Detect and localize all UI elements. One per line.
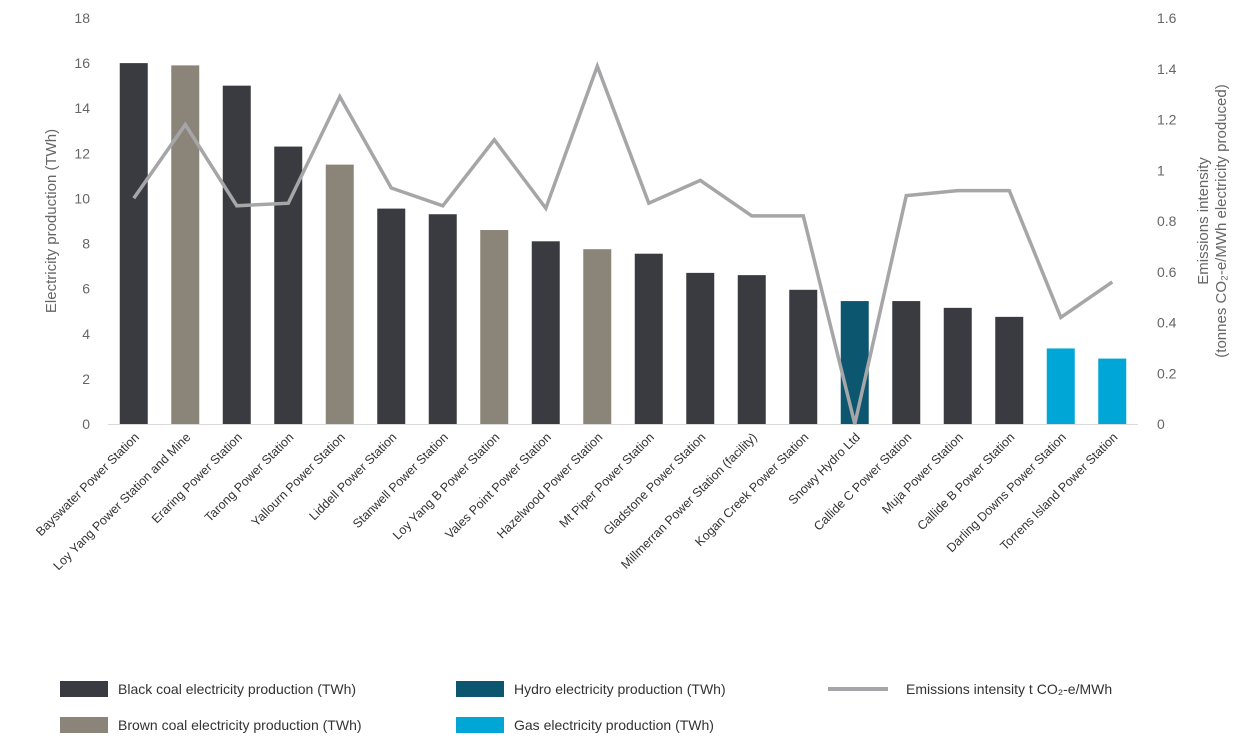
bar bbox=[840, 301, 869, 424]
legend-item: Gas electricity production (TWh) bbox=[456, 717, 714, 733]
left-tick-label: 10 bbox=[74, 190, 90, 206]
bar bbox=[274, 146, 303, 425]
right-tick-label: 1.6 bbox=[1157, 10, 1177, 26]
category-label: Gladstone Power Station bbox=[601, 430, 709, 538]
category-label: Hazelwood Power Station bbox=[494, 430, 605, 541]
left-tick-label: 6 bbox=[82, 281, 90, 297]
bar bbox=[480, 230, 509, 424]
category-label: Liddell Power Station bbox=[306, 430, 399, 523]
bar bbox=[1098, 358, 1127, 424]
right-tick-label: 1 bbox=[1157, 162, 1165, 178]
legend: Black coal electricity production (TWh) H… bbox=[60, 681, 1112, 733]
left-axis-title: Electricity production (TWh) bbox=[43, 129, 60, 313]
category-label: Stanwell Power Station bbox=[350, 430, 451, 531]
right-tick-label: 0 bbox=[1157, 416, 1165, 432]
bar bbox=[222, 85, 251, 425]
legend-label: Brown coal electricity production (TWh) bbox=[118, 717, 362, 733]
legend-item: Brown coal electricity production (TWh) bbox=[60, 717, 362, 733]
bar bbox=[686, 272, 715, 424]
emissions-intensity-line bbox=[132, 61, 1114, 425]
legend-swatch bbox=[60, 681, 108, 697]
category-label: Eraring Power Station bbox=[149, 430, 245, 526]
category-label: Mt Piper Power Station bbox=[557, 430, 657, 530]
right-tick-label: 1.2 bbox=[1157, 112, 1177, 128]
bar bbox=[789, 289, 818, 424]
left-axis-ticks: 0 2 4 6 8 10 12 14 16 18 bbox=[74, 10, 90, 432]
legend-swatch bbox=[60, 717, 108, 733]
legend-item: Black coal electricity production (TWh) bbox=[60, 681, 356, 697]
category-label: Callide C Power Station bbox=[811, 430, 914, 533]
bar bbox=[325, 164, 354, 424]
bar bbox=[943, 307, 972, 424]
category-label: Vales Point Power Station bbox=[442, 430, 553, 541]
category-label: Bayswater Power Station bbox=[33, 430, 142, 539]
right-tick-label: 0.8 bbox=[1157, 213, 1177, 229]
category-label: Tarong Power Station bbox=[202, 430, 296, 524]
left-tick-label: 2 bbox=[82, 371, 90, 387]
legend-swatch bbox=[456, 717, 504, 733]
bar bbox=[1046, 348, 1075, 424]
bar-series bbox=[119, 63, 1127, 425]
bar bbox=[428, 214, 457, 424]
bar bbox=[377, 208, 406, 424]
category-label: Loy Yang B Power Station bbox=[390, 430, 502, 542]
left-tick-label: 16 bbox=[74, 55, 90, 71]
legend-label: Emissions intensity t CO₂-e/MWh bbox=[906, 681, 1112, 697]
category-label: Yallourn Power Station bbox=[249, 430, 348, 529]
legend-item: Emissions intensity t CO₂-e/MWh bbox=[828, 681, 1112, 697]
bar bbox=[995, 316, 1024, 424]
right-axis-ticks: 0 0.2 0.4 0.6 0.8 1 1.2 1.4 1.6 bbox=[1157, 10, 1177, 432]
legend-label: Gas electricity production (TWh) bbox=[514, 717, 714, 733]
bar bbox=[737, 275, 766, 424]
legend-item: Hydro electricity production (TWh) bbox=[456, 681, 726, 697]
category-label: Callide B Power Station bbox=[915, 430, 1018, 533]
right-axis-title-line2: (tonnes CO₂-e/MWh electricity produced) bbox=[1213, 84, 1230, 357]
left-tick-label: 14 bbox=[74, 100, 90, 116]
bar bbox=[583, 249, 612, 424]
right-tick-label: 0.4 bbox=[1157, 315, 1177, 331]
left-tick-label: 8 bbox=[82, 236, 90, 252]
bar bbox=[531, 241, 560, 424]
right-axis-title-line1: Emissions intensity bbox=[1195, 157, 1212, 285]
legend-label: Black coal electricity production (TWh) bbox=[118, 681, 356, 697]
bar bbox=[634, 253, 663, 424]
right-tick-label: 1.4 bbox=[1157, 61, 1177, 77]
right-tick-label: 0.2 bbox=[1157, 365, 1177, 381]
legend-swatch bbox=[456, 681, 504, 697]
left-tick-label: 12 bbox=[74, 145, 90, 161]
right-tick-label: 0.6 bbox=[1157, 264, 1177, 280]
bar bbox=[892, 301, 921, 424]
legend-label: Hydro electricity production (TWh) bbox=[514, 681, 726, 697]
bar bbox=[119, 63, 148, 424]
left-tick-label: 0 bbox=[82, 416, 90, 432]
bar bbox=[171, 65, 200, 424]
left-tick-label: 18 bbox=[74, 10, 90, 26]
left-tick-label: 4 bbox=[82, 326, 90, 342]
